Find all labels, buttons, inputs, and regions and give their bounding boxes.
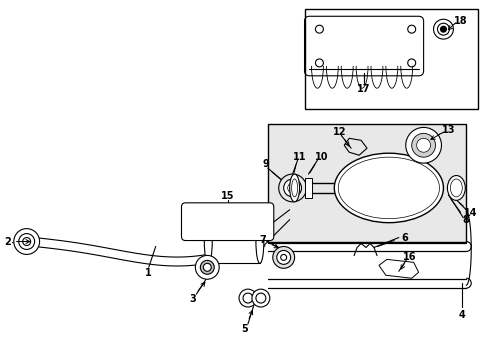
Ellipse shape: [289, 174, 299, 202]
Circle shape: [19, 234, 35, 249]
Text: 12: 12: [332, 127, 346, 138]
Text: 10: 10: [314, 152, 327, 162]
Ellipse shape: [447, 176, 464, 201]
Bar: [208, 220, 259, 264]
Text: 16: 16: [402, 252, 416, 262]
Text: 3: 3: [189, 294, 195, 304]
Circle shape: [440, 26, 446, 32]
FancyBboxPatch shape: [181, 203, 273, 240]
Text: 4: 4: [458, 310, 465, 320]
Circle shape: [315, 25, 323, 33]
Circle shape: [283, 179, 301, 197]
Text: 2: 2: [4, 237, 11, 247]
Circle shape: [278, 174, 306, 202]
Text: 6: 6: [401, 233, 407, 243]
Circle shape: [195, 255, 219, 279]
Circle shape: [239, 289, 256, 307]
Circle shape: [407, 59, 415, 67]
Bar: [304, 178, 312, 198]
Ellipse shape: [204, 220, 212, 264]
Bar: [267, 125, 466, 242]
Circle shape: [315, 59, 323, 67]
Circle shape: [272, 247, 294, 268]
Text: 7: 7: [259, 234, 265, 244]
Text: 17: 17: [357, 84, 370, 94]
Text: 13: 13: [441, 125, 454, 135]
Circle shape: [416, 138, 429, 152]
Circle shape: [411, 133, 435, 157]
Circle shape: [407, 25, 415, 33]
Circle shape: [276, 251, 290, 264]
Bar: [304, 9, 477, 109]
Text: 11: 11: [292, 152, 305, 162]
Text: 9: 9: [262, 159, 269, 169]
Text: 1: 1: [145, 268, 152, 278]
Text: 15: 15: [221, 191, 234, 201]
Ellipse shape: [255, 220, 264, 264]
Text: 14: 14: [463, 208, 476, 218]
Ellipse shape: [334, 153, 443, 223]
Text: 18: 18: [452, 16, 466, 26]
Circle shape: [405, 127, 441, 163]
Text: 5: 5: [241, 324, 248, 334]
Circle shape: [433, 19, 452, 39]
Text: 8: 8: [462, 215, 469, 225]
Circle shape: [200, 260, 214, 274]
Circle shape: [251, 289, 269, 307]
Circle shape: [203, 264, 211, 271]
Circle shape: [14, 229, 40, 255]
